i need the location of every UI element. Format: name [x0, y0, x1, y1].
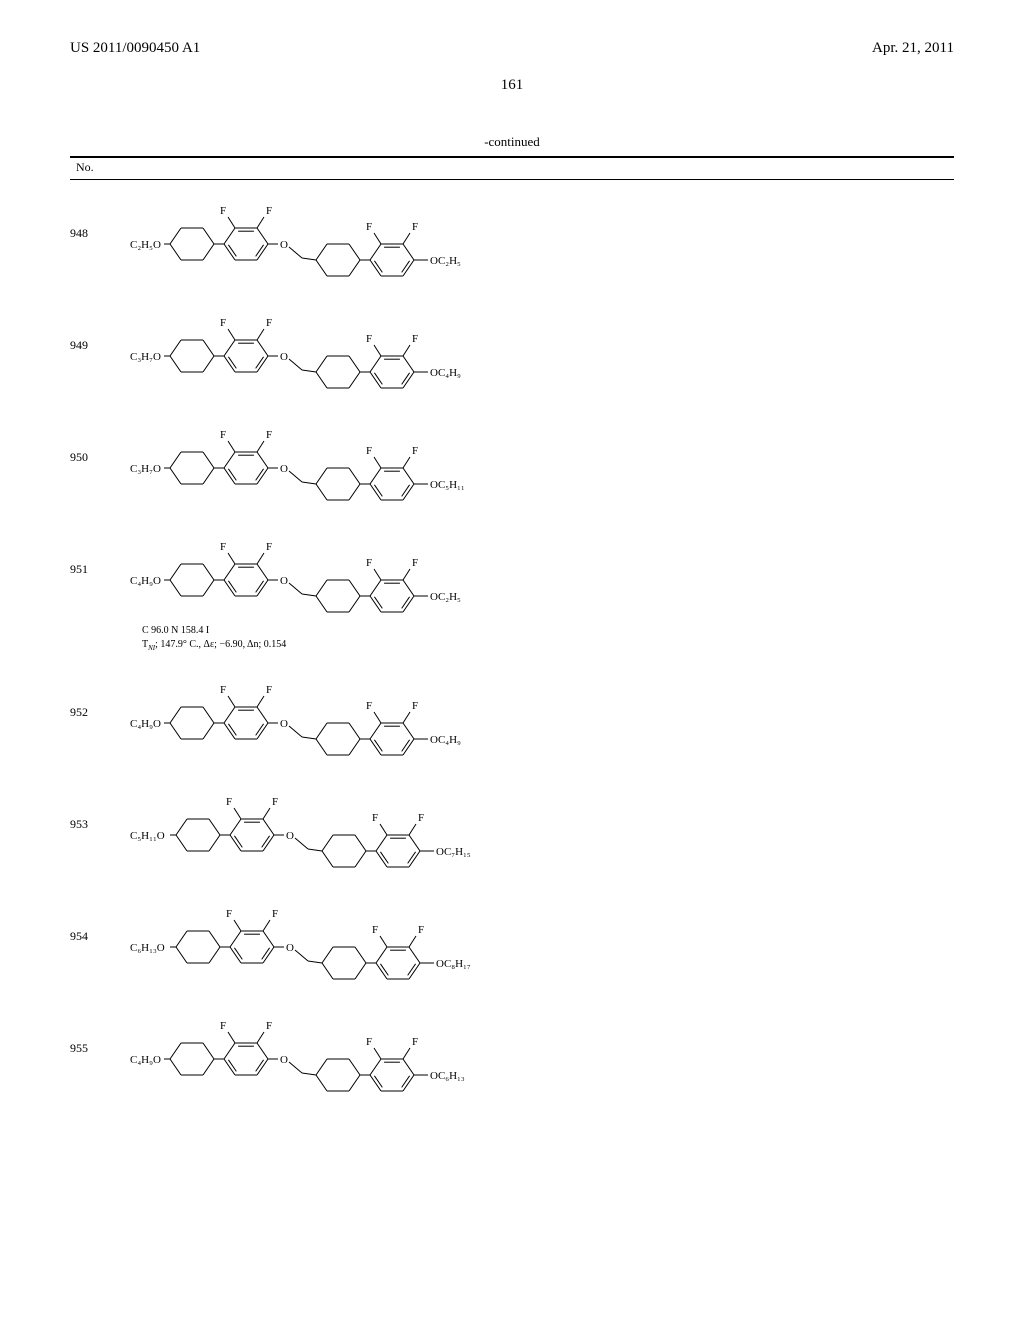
svg-text:O: O: [280, 1054, 288, 1066]
svg-text:C₂H₅O: C₂H₅O: [130, 239, 161, 251]
svg-text:F: F: [226, 908, 232, 920]
compound-number: 953: [70, 777, 112, 832]
svg-text:OC₇H₁₅: OC₇H₁₅: [436, 846, 471, 858]
compound-structure: C₆H₁₃O F F O F F OC₈H₁₇: [112, 889, 954, 989]
svg-text:O: O: [280, 239, 288, 251]
compound-number: 955: [70, 1001, 112, 1056]
compound-number: 952: [70, 665, 112, 720]
svg-text:F: F: [412, 221, 418, 233]
compound-number: 950: [70, 410, 112, 465]
svg-text:F: F: [412, 557, 418, 569]
svg-text:F: F: [266, 1020, 272, 1032]
svg-text:O: O: [280, 463, 288, 475]
svg-text:F: F: [366, 445, 372, 457]
svg-text:OC₆H₁₃: OC₆H₁₃: [430, 1070, 465, 1082]
compound-row: 952 C₄H₉O F F O F F OC₄H₉: [70, 665, 954, 765]
svg-text:C₃H₇O: C₃H₇O: [130, 351, 161, 363]
compound-table: 948C₂H₅OFFOFFOC₂H₅949C₃H₇OFFOFFOC₄H₉950C…: [70, 186, 954, 1101]
table-caption: -continued: [70, 134, 954, 150]
svg-text:F: F: [220, 205, 226, 217]
svg-text:OC₂H₅: OC₂H₅: [430, 255, 461, 267]
svg-text:F: F: [366, 557, 372, 569]
compound-row: 951 C₄H₉O F F O F F OC₂H₅ C 96.0 N 158.4 ITNI; 1…: [70, 522, 954, 653]
svg-text:OC₄H₉: OC₄H₉: [430, 367, 461, 379]
svg-text:C₄H₉O: C₄H₉O: [130, 575, 161, 587]
svg-text:F: F: [266, 541, 272, 553]
svg-text:F: F: [418, 924, 424, 936]
svg-text:O: O: [280, 351, 288, 363]
svg-text:F: F: [266, 429, 272, 441]
no-column-label: No.: [76, 160, 954, 175]
rule-mid: [70, 179, 954, 180]
compound-row: 950 C₃H₇O F F O F F OC₅H₁₁: [70, 410, 954, 510]
svg-text:F: F: [220, 541, 226, 553]
svg-text:O: O: [280, 575, 288, 587]
compound-structure: C₂H₅O F F O F F OC₂H₅: [112, 186, 954, 286]
svg-text:F: F: [366, 221, 372, 233]
compound-structure: C₃H₇O F F O F F OC₄H₉: [112, 298, 954, 398]
compound-number: 954: [70, 889, 112, 944]
svg-text:C₄H₉O: C₄H₉O: [130, 718, 161, 730]
svg-text:F: F: [418, 812, 424, 824]
header-left: US 2011/0090450 A1: [70, 40, 200, 57]
svg-text:F: F: [412, 1036, 418, 1048]
compound-row: 949 C₃H₇O F F O F F OC₄H₉: [70, 298, 954, 398]
svg-text:C₄H₉O: C₄H₉O: [130, 1054, 161, 1066]
props-line2: TNI; 147.9° C., Δε; −6.90, Δn; 0.154: [142, 638, 954, 653]
svg-text:F: F: [266, 205, 272, 217]
svg-text:F: F: [272, 908, 278, 920]
svg-text:OC₂H₅: OC₂H₅: [430, 591, 461, 603]
page-number: 161: [70, 77, 954, 94]
svg-text:F: F: [266, 684, 272, 696]
svg-text:OC₄H₉: OC₄H₉: [430, 734, 461, 746]
svg-text:F: F: [366, 1036, 372, 1048]
svg-text:F: F: [220, 1020, 226, 1032]
compound-structure: C₄H₉O F F O F F OC₂H₅ C 96.0 N 158.4 ITNI; 147.…: [112, 522, 954, 653]
svg-text:F: F: [220, 429, 226, 441]
compound-structure: C₃H₇O F F O F F OC₅H₁₁: [112, 410, 954, 510]
compound-row: 953 C₅H₁₁O F F O F F OC₇H₁₅: [70, 777, 954, 877]
svg-text:F: F: [272, 796, 278, 808]
svg-text:C₅H₁₁O: C₅H₁₁O: [130, 830, 165, 842]
svg-text:O: O: [280, 718, 288, 730]
svg-text:F: F: [220, 317, 226, 329]
svg-text:F: F: [366, 700, 372, 712]
compound-number: 948: [70, 186, 112, 241]
compound-structure: C₄H₉O F F O F F OC₄H₉: [112, 665, 954, 765]
header-right: Apr. 21, 2011: [872, 40, 954, 57]
svg-text:F: F: [266, 317, 272, 329]
compound-row: 948 C₂H₅O F F O F F OC₂H₅: [70, 186, 954, 286]
compound-row: 955 C₄H₉O F F O F F OC₆H₁₃: [70, 1001, 954, 1101]
svg-text:C₆H₁₃O: C₆H₁₃O: [130, 942, 165, 954]
svg-text:OC₅H₁₁: OC₅H₁₁: [430, 479, 465, 491]
compound-row: 954 C₆H₁₃O F F O F F OC₈H₁₇: [70, 889, 954, 989]
rule-top: [70, 156, 954, 158]
svg-text:F: F: [412, 700, 418, 712]
svg-text:F: F: [220, 684, 226, 696]
svg-text:F: F: [372, 924, 378, 936]
svg-text:C₃H₇O: C₃H₇O: [130, 463, 161, 475]
svg-text:F: F: [412, 445, 418, 457]
svg-text:OC₈H₁₇: OC₈H₁₇: [436, 958, 471, 970]
compound-structure: C₄H₉O F F O F F OC₆H₁₃: [112, 1001, 954, 1101]
svg-text:F: F: [226, 796, 232, 808]
svg-text:F: F: [372, 812, 378, 824]
svg-text:F: F: [412, 333, 418, 345]
svg-text:O: O: [286, 830, 294, 842]
svg-text:O: O: [286, 942, 294, 954]
compound-structure: C₅H₁₁O F F O F F OC₇H₁₅: [112, 777, 954, 877]
compound-number: 949: [70, 298, 112, 353]
compound-properties: C 96.0 N 158.4 ITNI; 147.9° C., Δε; −6.9…: [142, 624, 954, 653]
svg-text:F: F: [366, 333, 372, 345]
compound-number: 951: [70, 522, 112, 577]
props-line1: C 96.0 N 158.4 I: [142, 624, 954, 638]
page-header: US 2011/0090450 A1 Apr. 21, 2011: [70, 40, 954, 57]
